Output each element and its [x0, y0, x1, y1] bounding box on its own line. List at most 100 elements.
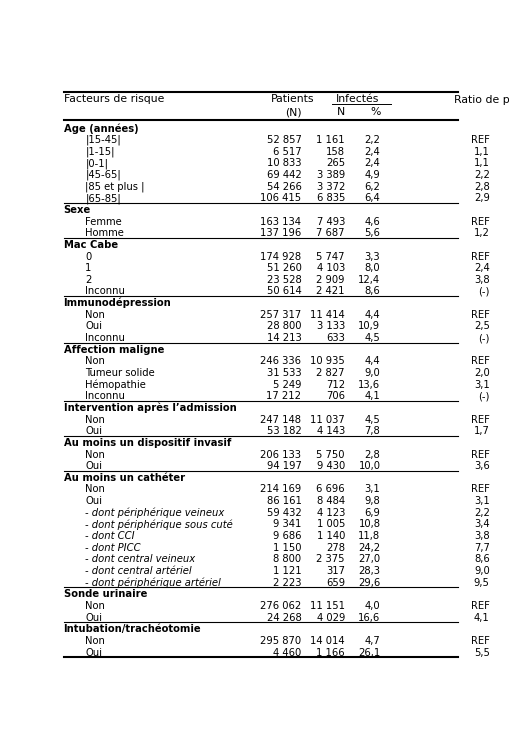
- Text: 317: 317: [326, 566, 345, 576]
- Text: |45-65|: |45-65|: [86, 170, 121, 180]
- Text: Oui: Oui: [86, 496, 102, 506]
- Text: 2: 2: [86, 275, 92, 285]
- Text: 6 835: 6 835: [317, 193, 345, 203]
- Text: 50 614: 50 614: [267, 287, 301, 296]
- Text: N: N: [336, 107, 345, 117]
- Text: 5,5: 5,5: [474, 648, 490, 657]
- Text: 11,8: 11,8: [358, 531, 380, 541]
- Text: 9,0: 9,0: [474, 566, 490, 576]
- Text: Femme: Femme: [86, 216, 122, 227]
- Text: 4,5: 4,5: [364, 414, 380, 425]
- Text: |65-85|: |65-85|: [86, 193, 121, 204]
- Text: 257 317: 257 317: [260, 310, 301, 320]
- Text: REF: REF: [471, 636, 490, 646]
- Text: 4,6: 4,6: [364, 216, 380, 227]
- Text: REF: REF: [471, 216, 490, 227]
- Text: - dont central veineux: - dont central veineux: [86, 554, 195, 565]
- Text: 3,1: 3,1: [474, 496, 490, 506]
- Text: 5 750: 5 750: [317, 450, 345, 459]
- Text: 86 161: 86 161: [267, 496, 301, 506]
- Text: 9,8: 9,8: [364, 496, 380, 506]
- Text: 14 014: 14 014: [310, 636, 345, 646]
- Text: 4,4: 4,4: [365, 356, 380, 366]
- Text: 9,5: 9,5: [474, 578, 490, 588]
- Text: 2,9: 2,9: [474, 193, 490, 203]
- Text: 4 123: 4 123: [317, 508, 345, 518]
- Text: REF: REF: [471, 601, 490, 611]
- Text: 712: 712: [326, 379, 345, 390]
- Text: Affection maligne: Affection maligne: [64, 345, 164, 355]
- Text: 2 827: 2 827: [317, 368, 345, 378]
- Text: 3,1: 3,1: [364, 485, 380, 494]
- Text: 3,8: 3,8: [474, 275, 490, 285]
- Text: 8 800: 8 800: [273, 554, 301, 565]
- Text: Sexe: Sexe: [64, 205, 91, 215]
- Text: - dont périphérique veineux: - dont périphérique veineux: [86, 508, 224, 518]
- Text: 6,9: 6,9: [364, 508, 380, 518]
- Text: Tumeur solide: Tumeur solide: [86, 368, 155, 378]
- Text: 633: 633: [326, 333, 345, 343]
- Text: 2 223: 2 223: [273, 578, 301, 588]
- Text: 52 857: 52 857: [267, 135, 301, 145]
- Text: - dont périphérique artériel: - dont périphérique artériel: [86, 577, 221, 588]
- Text: 2,4: 2,4: [364, 147, 380, 156]
- Text: |0-1|: |0-1|: [86, 158, 108, 169]
- Text: 24,2: 24,2: [358, 542, 380, 553]
- Text: Oui: Oui: [86, 322, 102, 331]
- Text: 6,2: 6,2: [364, 182, 380, 192]
- Text: 11 037: 11 037: [310, 414, 345, 425]
- Text: 0: 0: [86, 251, 92, 262]
- Text: 206 133: 206 133: [261, 450, 301, 459]
- Text: 3 372: 3 372: [317, 182, 345, 192]
- Text: 4,0: 4,0: [365, 601, 380, 611]
- Text: 137 196: 137 196: [260, 228, 301, 238]
- Text: 9 686: 9 686: [273, 531, 301, 541]
- Text: 5 249: 5 249: [273, 379, 301, 390]
- Text: REF: REF: [471, 251, 490, 262]
- Text: 9 430: 9 430: [317, 461, 345, 471]
- Text: 11 151: 11 151: [310, 601, 345, 611]
- Text: REF: REF: [471, 414, 490, 425]
- Text: 1 161: 1 161: [316, 135, 345, 145]
- Text: 10,0: 10,0: [358, 461, 380, 471]
- Text: 1 005: 1 005: [317, 519, 345, 529]
- Text: 2,4: 2,4: [474, 263, 490, 273]
- Text: 53 182: 53 182: [267, 426, 301, 436]
- Text: Non: Non: [86, 450, 105, 459]
- Text: 1,1: 1,1: [474, 147, 490, 156]
- Text: 246 336: 246 336: [261, 356, 301, 366]
- Text: Infectés: Infectés: [336, 94, 379, 104]
- Text: Non: Non: [86, 636, 105, 646]
- Text: Non: Non: [86, 601, 105, 611]
- Text: Oui: Oui: [86, 426, 102, 436]
- Text: REF: REF: [471, 356, 490, 366]
- Text: REF: REF: [471, 135, 490, 145]
- Text: 8,6: 8,6: [474, 554, 490, 565]
- Text: 28 800: 28 800: [267, 322, 301, 331]
- Text: 7,8: 7,8: [364, 426, 380, 436]
- Text: 5 747: 5 747: [317, 251, 345, 262]
- Text: REF: REF: [471, 485, 490, 494]
- Text: Inconnu: Inconnu: [86, 287, 125, 296]
- Text: Age (années): Age (années): [64, 123, 138, 133]
- Text: Ratio de prévalence: Ratio de prévalence: [454, 94, 509, 104]
- Text: 2 421: 2 421: [317, 287, 345, 296]
- Text: REF: REF: [471, 310, 490, 320]
- Text: 13,6: 13,6: [358, 379, 380, 390]
- Text: 24 268: 24 268: [267, 613, 301, 622]
- Text: 2,4: 2,4: [364, 159, 380, 168]
- Text: 1 140: 1 140: [317, 531, 345, 541]
- Text: - dont central artériel: - dont central artériel: [86, 566, 192, 576]
- Text: 4 029: 4 029: [317, 613, 345, 622]
- Text: - dont CCI: - dont CCI: [86, 531, 135, 541]
- Text: 10 833: 10 833: [267, 159, 301, 168]
- Text: 659: 659: [326, 578, 345, 588]
- Text: 10,8: 10,8: [358, 519, 380, 529]
- Text: 247 148: 247 148: [261, 414, 301, 425]
- Text: 158: 158: [326, 147, 345, 156]
- Text: 3,8: 3,8: [474, 531, 490, 541]
- Text: 3 389: 3 389: [317, 170, 345, 180]
- Text: Inconnu: Inconnu: [86, 391, 125, 402]
- Text: 1 121: 1 121: [273, 566, 301, 576]
- Text: Oui: Oui: [86, 461, 102, 471]
